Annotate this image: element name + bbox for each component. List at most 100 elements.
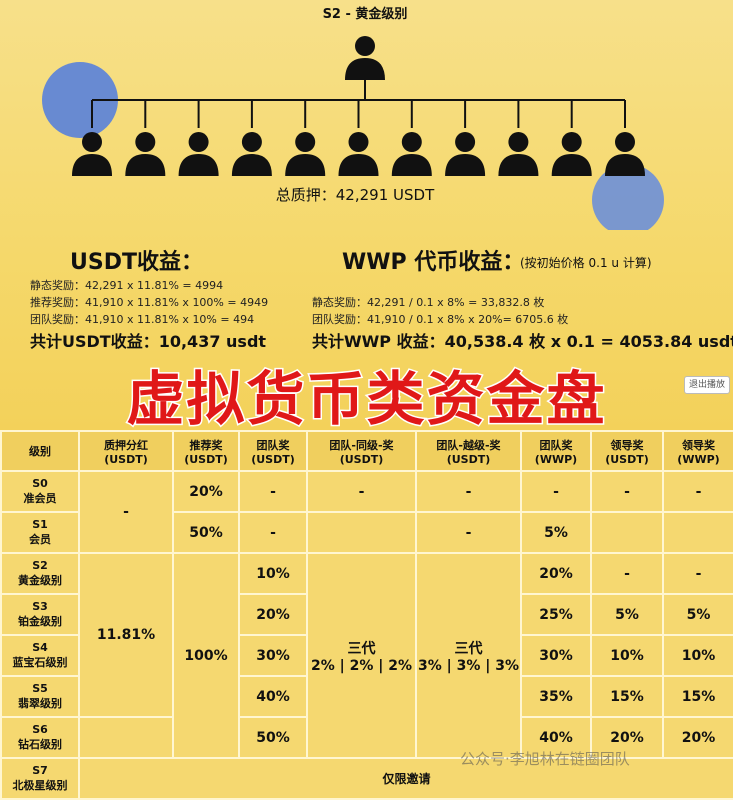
cell: - — [590, 470, 664, 513]
header-unit: (WWP) — [534, 452, 578, 466]
wwp-title: WWP 代币收益： — [342, 250, 525, 275]
cell: 5% — [520, 511, 592, 554]
header-label: 领导奖 — [682, 438, 715, 452]
level-cell: S6 钻石级别 — [0, 716, 80, 759]
person-icon — [231, 132, 272, 176]
level: S7 — [32, 764, 48, 777]
person-icon — [445, 132, 486, 176]
cell — [306, 511, 417, 554]
header-cell: 领导奖 (WWP) — [662, 430, 733, 472]
cell: - — [662, 470, 733, 513]
cell: - — [415, 511, 522, 554]
header-label: 团队-越级-奖 — [436, 438, 501, 452]
watermark: 公众号·李旭林在链圈团队 — [460, 750, 630, 768]
cell: - — [78, 470, 174, 554]
cell: 11.81% — [78, 552, 174, 718]
level: S3 — [32, 600, 48, 613]
cell: 15% — [662, 675, 733, 718]
person-icon — [72, 132, 112, 176]
cell — [662, 511, 733, 554]
level-name: 黄金级别 — [18, 574, 62, 587]
header-cell: 质押分红 (USDT) — [78, 430, 174, 472]
cell: - — [238, 470, 308, 513]
header-cell: 领导奖 (USDT) — [590, 430, 664, 472]
cell: 10% — [662, 634, 733, 677]
row: S2 黄金级别 11.81% 100% 10% 三代 2% | 2% | 2% 三代 3%… — [0, 552, 733, 759]
level-cell: S0 准会员 — [0, 470, 80, 513]
cell: 35% — [520, 675, 592, 718]
header-unit: (USDT) — [184, 452, 228, 466]
level-name: 会员 — [29, 533, 51, 546]
person-icon — [178, 132, 219, 176]
org-chart: S2 - 黄金级别 总质押：42,291 USDT — [42, 6, 664, 230]
header-label: 团队奖 — [539, 438, 573, 452]
header-row: 级别 质押分红 (USDT) 推荐奖 (USDT) 团队奖 (USDT) 团队-同级-奖 (US… — [0, 430, 733, 472]
header-unit: (USDT) — [104, 452, 148, 466]
person-icon — [338, 132, 379, 176]
cell: 20% — [662, 716, 733, 759]
level: S6 — [32, 723, 48, 736]
cell: 10% — [238, 552, 308, 595]
usdt-line: 推荐奖励：41,910 x 11.81% x 100% = 4949 — [30, 296, 269, 309]
cell-line: 三代 — [347, 640, 376, 657]
banner: 虚拟货币类资金盘 — [125, 364, 607, 435]
wwp-line: 团队奖励：41,910 / 0.1 x 8% x 20%= 6705.6 枚 — [312, 313, 569, 326]
cell: - — [520, 470, 592, 513]
header-unit: (USDT) — [339, 452, 384, 466]
person-icon — [391, 132, 432, 176]
header-cell: 团队-同级-奖 (USDT) — [306, 430, 417, 472]
level-cell: S2 黄金级别 — [0, 552, 80, 595]
level: S1 — [32, 518, 48, 531]
level-cell: S1 会员 — [0, 511, 80, 554]
level-name: 铂金级别 — [18, 615, 62, 628]
cell: 5% — [590, 593, 664, 636]
cell-line: 2% | 2% | 2% — [310, 657, 413, 674]
cell: - — [662, 552, 733, 595]
cell: 50% — [238, 716, 308, 759]
cell: - — [415, 470, 522, 513]
cell: 20% — [590, 716, 664, 759]
level-cell: S7 北极星级别 — [0, 757, 80, 800]
cell: - — [306, 470, 417, 513]
cell: 仅限邀请 — [78, 757, 733, 800]
row: S0 准会员 -20% - - - - - - — [0, 470, 733, 554]
cell: - — [238, 511, 308, 554]
level-name: 北极星级别 — [12, 779, 68, 792]
cell-line: 3% | 3% | 3% — [417, 657, 520, 674]
cell: 20% — [172, 470, 240, 513]
reward-table: 级别 质押分红 (USDT) 推荐奖 (USDT) 团队奖 (USDT) 团队-同级-奖 (US… — [0, 430, 733, 800]
header-unit: (WWP) — [677, 452, 720, 466]
person-icon — [285, 132, 326, 176]
cell: 20% — [238, 593, 308, 636]
level-cell: S4 蓝宝石级别 — [0, 634, 80, 677]
wwp-line: 静态奖励：42,291 / 0.1 x 8% = 33,832.8 枚 — [312, 296, 545, 309]
cell: 40% — [238, 675, 308, 718]
header-unit: (USDT) — [446, 452, 491, 466]
cell: 20% — [520, 552, 592, 595]
level: S4 — [32, 641, 48, 654]
header-unit: (USDT) — [605, 452, 649, 466]
level: S0 — [32, 477, 48, 490]
cell — [590, 511, 664, 554]
coin-decoration — [592, 164, 664, 230]
header-label: 团队-同级-奖 — [329, 438, 394, 452]
person-icon — [345, 36, 385, 80]
level-cell: S5 翡翠级别 — [0, 675, 80, 718]
row: S5 翡翠级别 40% 35% 15% 15% — [0, 675, 733, 718]
header-cell: 团队奖 (WWP) — [520, 430, 592, 472]
usdt-line: 团队奖励：41,910 x 11.81% x 10% = 494 — [30, 313, 255, 326]
header-label: 质押分红 — [104, 438, 148, 452]
header-cell: 级别 — [0, 430, 80, 472]
usdt-line: 静态奖励：42,291 x 11.81% = 4994 — [30, 279, 224, 292]
header-label: 级别 — [29, 445, 51, 458]
header-cell: 推荐奖 (USDT) — [172, 430, 240, 472]
cell-line: 三代 — [454, 640, 483, 657]
exit-button[interactable]: 退出播放 — [684, 376, 730, 394]
coin-decoration — [42, 62, 118, 138]
cell: - — [590, 552, 664, 595]
person-icon — [498, 132, 539, 176]
cell: 100% — [172, 552, 240, 759]
header-unit: (USDT) — [251, 452, 295, 466]
cell: 5% — [662, 593, 733, 636]
